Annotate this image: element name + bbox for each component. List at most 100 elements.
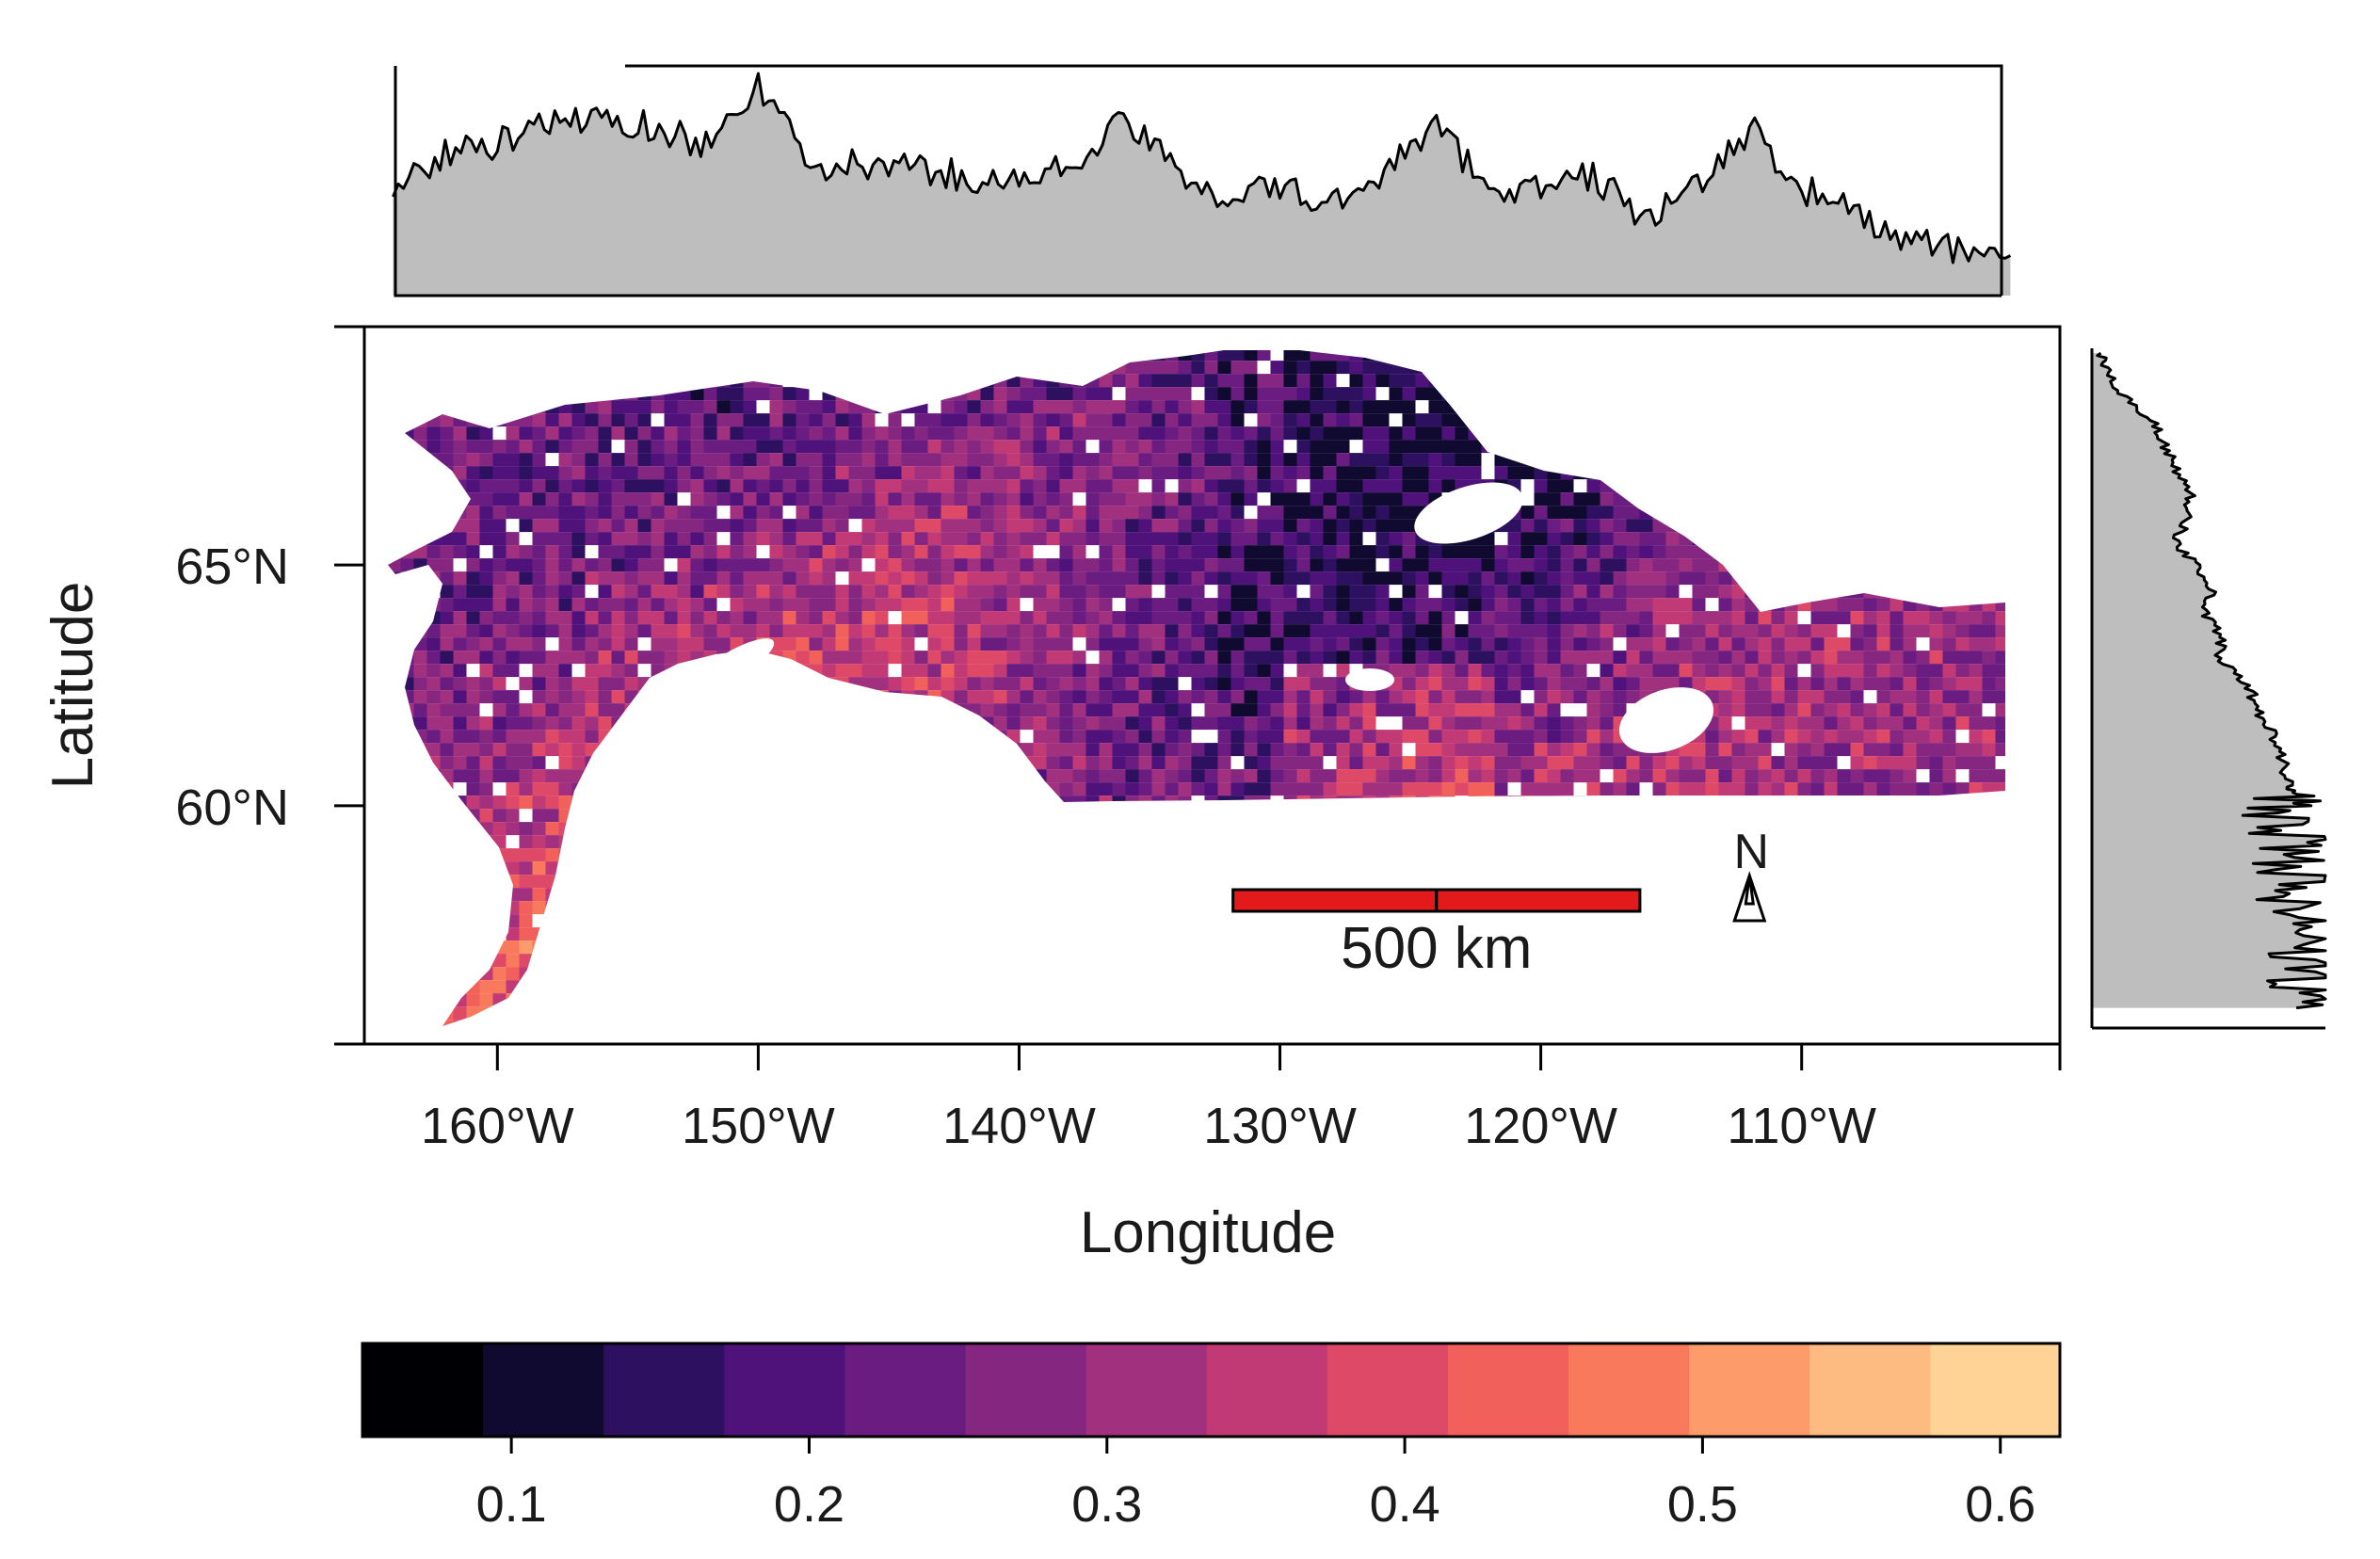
raster-cell [2009, 453, 2022, 466]
raster-cell [624, 875, 638, 889]
raster-cell [1534, 361, 1548, 375]
raster-cell [927, 361, 941, 375]
raster-cell [782, 875, 796, 889]
raster-cell [1296, 637, 1311, 651]
raster-cell [637, 835, 651, 849]
raster-cell [1349, 769, 1363, 783]
raster-cell [388, 690, 401, 704]
raster-cell [506, 545, 520, 559]
raster-cell [703, 426, 717, 441]
raster-cell [1138, 796, 1152, 810]
raster-cell [624, 598, 638, 612]
raster-cell [1969, 413, 1983, 427]
raster-cell [637, 400, 651, 414]
raster-cell [703, 796, 717, 810]
raster-cell [651, 769, 665, 783]
raster-cell [1151, 624, 1166, 638]
raster-cell [1679, 453, 1693, 467]
raster-cell [1099, 350, 1113, 362]
raster-cell [1006, 400, 1021, 414]
raster-cell [1995, 466, 2005, 480]
raster-cell [993, 361, 1007, 375]
raster-cell [598, 374, 612, 388]
raster-cell [1560, 479, 1574, 493]
raster-cell [637, 571, 651, 586]
raster-cell [1033, 835, 1047, 849]
raster-cell [1731, 598, 1745, 612]
raster-cell [532, 848, 546, 862]
raster-cell [388, 769, 401, 783]
raster-cell [519, 479, 533, 493]
raster-cell [1718, 651, 1732, 665]
raster-cell [1837, 875, 1851, 889]
raster-cell [1626, 387, 1640, 401]
raster-cell [598, 519, 612, 533]
raster-cell [1099, 875, 1113, 889]
raster-cell [1771, 585, 1785, 599]
raster-cell [1389, 743, 1403, 757]
raster-cell [875, 558, 889, 572]
raster-cell [1876, 769, 1890, 783]
raster-cell [1507, 571, 1521, 586]
raster-cell [1969, 716, 1983, 731]
raster-cell [1982, 664, 1996, 678]
raster-cell [1784, 361, 1798, 375]
raster-cell [611, 861, 625, 876]
raster-cell [782, 545, 796, 559]
raster-cell [1085, 730, 1100, 744]
raster-cell [545, 440, 559, 454]
raster-cell [993, 571, 1007, 586]
raster-cell [796, 677, 810, 691]
raster-cell [400, 479, 414, 493]
raster-cell [941, 426, 955, 441]
raster-cell [1033, 350, 1047, 362]
raster-cell [1863, 413, 1877, 427]
raster-cell [1283, 796, 1297, 810]
raster-cell [1890, 822, 1904, 836]
raster-cell [1270, 651, 1284, 665]
raster-cell [1072, 350, 1086, 362]
raster-cell [1850, 743, 1864, 757]
raster-cell [1033, 743, 1047, 757]
raster-cell [1375, 585, 1390, 599]
raster-cell [1797, 558, 1811, 572]
raster-cell [1837, 413, 1851, 427]
raster-cell [1178, 782, 1192, 796]
raster-cell [1178, 571, 1192, 586]
raster-cell [1995, 848, 2005, 862]
raster-cell [1942, 532, 1956, 546]
raster-cell [1310, 743, 1324, 757]
raster-cell [1428, 571, 1442, 586]
raster-cell [1046, 585, 1060, 599]
raster-cell [453, 598, 467, 612]
raster-cell [835, 598, 849, 612]
raster-cell [1969, 677, 1983, 691]
raster-cell [1270, 822, 1284, 836]
raster-cell [664, 545, 678, 559]
raster-cell [1402, 361, 1416, 375]
raster-cell [1507, 426, 1521, 441]
raster-cell [941, 651, 955, 665]
raster-cell [1244, 690, 1258, 704]
raster-cell [782, 664, 796, 678]
raster-cell [479, 875, 493, 889]
raster-cell [901, 400, 915, 414]
raster-cell [1283, 756, 1297, 770]
raster-cell [1046, 413, 1060, 427]
raster-cell [1797, 716, 1811, 731]
raster-cell [782, 861, 796, 876]
raster-cell [875, 888, 889, 902]
raster-cell [479, 532, 493, 546]
raster-cell [611, 888, 625, 902]
raster-cell [1863, 479, 1877, 493]
raster-cell [901, 545, 915, 559]
raster-cell [1613, 519, 1627, 533]
raster-cell [967, 571, 981, 586]
raster-cell [1375, 835, 1390, 849]
raster-cell [954, 769, 968, 783]
raster-cell [2009, 413, 2022, 426]
raster-cell [980, 387, 994, 401]
raster-cell [506, 796, 520, 810]
raster-cell [479, 809, 493, 823]
raster-cell [1890, 585, 1904, 599]
